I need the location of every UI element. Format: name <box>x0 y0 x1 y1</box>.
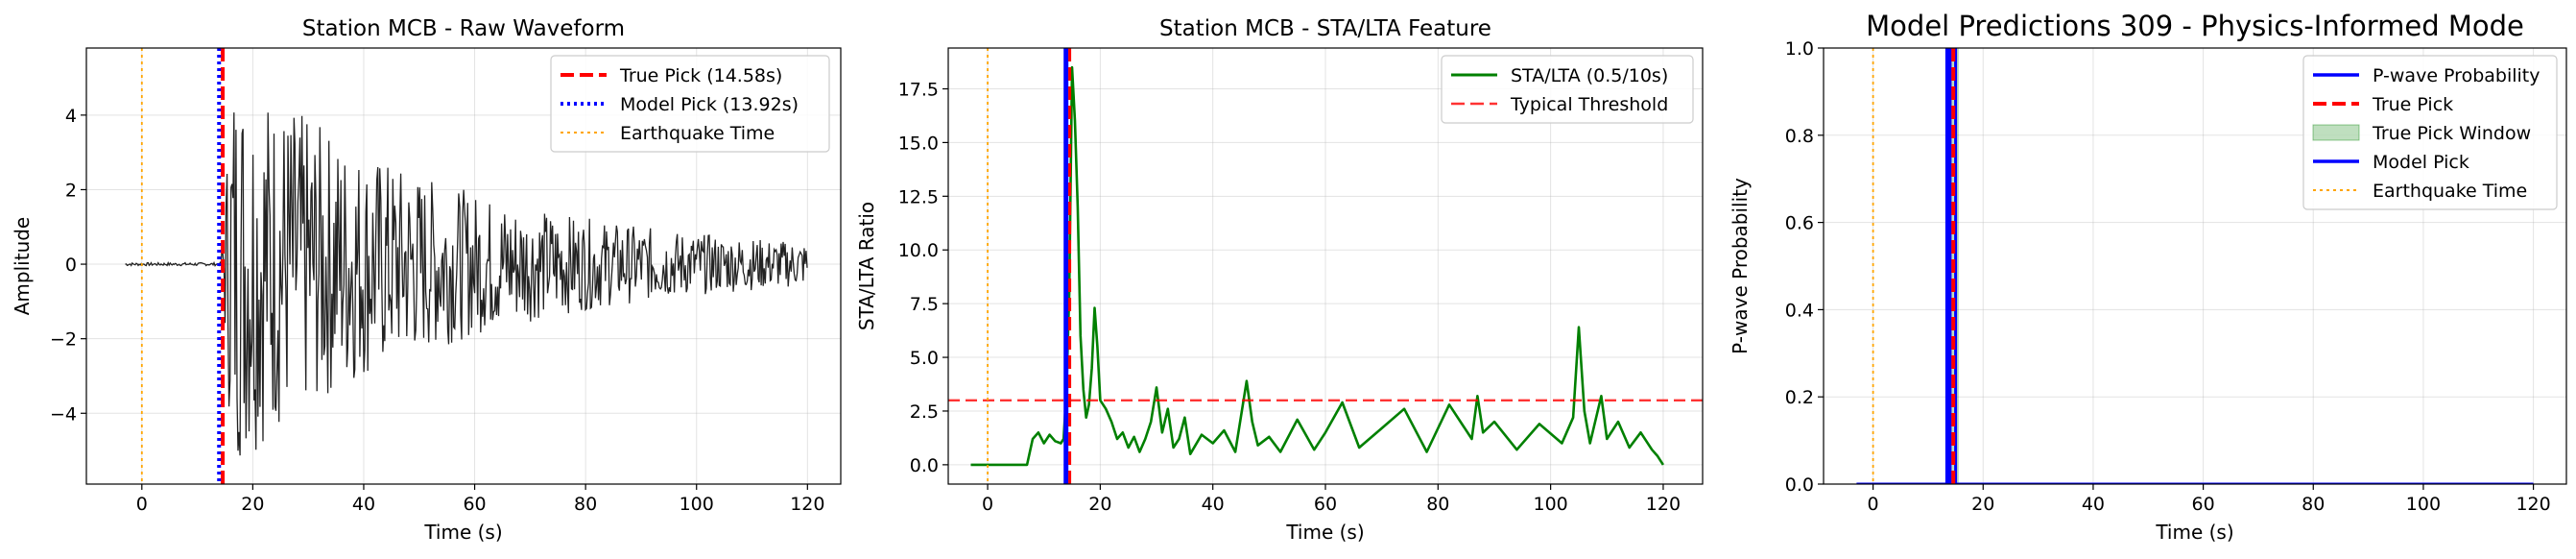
chart-title: Model Predictions 309 - Physics-Informed… <box>1866 10 2524 42</box>
x-axis-label: Time (s) <box>1285 521 1364 544</box>
legend-label: Typical Threshold <box>1510 94 1668 115</box>
x-tick-label: 40 <box>1202 494 1225 515</box>
x-tick-label: 80 <box>574 494 597 515</box>
x-tick-label: 20 <box>241 494 264 515</box>
legend-label: P-wave Probability <box>2373 65 2540 86</box>
x-tick-label: 20 <box>1088 494 1111 515</box>
y-tick-label: 0 <box>65 255 77 276</box>
y-tick-label: 2 <box>65 180 77 201</box>
plot-area <box>1856 48 2534 484</box>
sta-lta-line <box>970 65 1664 467</box>
chart-title: Station MCB - STA/LTA Feature <box>1159 16 1491 41</box>
y-axis-label: Amplitude <box>11 217 34 316</box>
y-tick-label: 0.6 <box>1785 213 1814 234</box>
legend: P-wave Probability True Pick True Pick Win… <box>2302 55 2558 210</box>
y-axis-label: STA/LTA Ratio <box>855 202 878 330</box>
legend: STA/LTA (0.5/10s) Typical Threshold <box>1441 55 1694 124</box>
y-tick-label: 15.0 <box>898 133 939 154</box>
y-tick-label: −2 <box>50 329 77 351</box>
x-tick-label: 100 <box>2406 494 2441 515</box>
legend-label: Earthquake Time <box>2373 181 2527 202</box>
y-tick-label: 0.2 <box>1785 387 1814 408</box>
plot-frame <box>1823 47 2567 485</box>
y-tick-label: 4 <box>65 106 77 127</box>
x-tick-label: 100 <box>680 494 714 515</box>
y-tick-label: 2.5 <box>910 401 939 423</box>
y-tick-label: 7.5 <box>910 294 939 315</box>
legend-box <box>550 55 830 153</box>
legend-label: Model Pick (13.92s) <box>620 94 799 115</box>
y-tick-label: 0.0 <box>910 455 939 476</box>
x-tick-label: 60 <box>463 494 486 515</box>
x-tick-label: 60 <box>1314 494 1337 515</box>
x-tick-label: 120 <box>790 494 824 515</box>
x-tick-label: 0 <box>136 494 148 515</box>
y-tick-label: 5.0 <box>910 348 939 369</box>
x-axis-label: Time (s) <box>423 521 502 544</box>
x-tick-label: 120 <box>1646 494 1681 515</box>
y-tick-label: 0.0 <box>1785 474 1814 496</box>
x-tick-label: 20 <box>1971 494 1994 515</box>
y-tick-label: 1.0 <box>1785 38 1814 60</box>
legend-box <box>2302 55 2558 210</box>
x-tick-label: 100 <box>1533 494 1567 515</box>
y-tick-label: 0.8 <box>1785 126 1814 147</box>
x-tick-label: 40 <box>352 494 375 515</box>
legend-swatch <box>2312 124 2360 141</box>
x-tick-label: 60 <box>2192 494 2215 515</box>
y-tick-label: 0.4 <box>1785 300 1814 321</box>
chart-panel-3: 0 20 40 60 80 100 120 0.0 0.2 0.4 0.6 0.8 1.0 Model P… <box>1729 10 2567 544</box>
legend-label: True Pick Window <box>2372 123 2531 144</box>
legend-label: True Pick <box>2372 94 2453 115</box>
legend-label: True Pick (14.58s) <box>619 65 782 86</box>
plot-area <box>125 48 808 484</box>
y-tick-label: 17.5 <box>898 79 939 100</box>
x-tick-label: 120 <box>2516 494 2550 515</box>
x-tick-label: 0 <box>1868 494 1879 515</box>
chart-panel-2: 0 20 40 60 80 100 120 0.0 2.5 5.0 7.5 10.0 12.5 15.0 1… <box>855 16 1704 544</box>
x-tick-label: 40 <box>2082 494 2105 515</box>
x-axis-label: Time (s) <box>2155 521 2233 544</box>
legend-label: Model Pick <box>2373 152 2469 173</box>
legend-label: STA/LTA (0.5/10s) <box>1511 65 1668 86</box>
y-axis-label: P-wave Probability <box>1729 178 1752 354</box>
chart-title: Station MCB - Raw Waveform <box>302 16 625 41</box>
y-tick-label: −4 <box>50 403 77 425</box>
plot-frame <box>85 47 842 485</box>
legend-label: Earthquake Time <box>620 123 775 144</box>
plot-area <box>948 48 1703 484</box>
x-tick-label: 0 <box>982 494 993 515</box>
x-tick-label: 80 <box>2302 494 2325 515</box>
chart-panel-1: 0 20 40 60 80 100 120 −4 −2 0 2 4 Station MCB - Raw … <box>11 16 842 544</box>
x-tick-label: 80 <box>1426 494 1449 515</box>
legend-box <box>1441 55 1694 124</box>
waveform-line <box>125 112 808 456</box>
legend: True Pick (14.58s) Model Pick (13.92s) Ear… <box>550 55 830 153</box>
y-tick-label: 10.0 <box>898 240 939 261</box>
y-tick-label: 12.5 <box>898 186 939 207</box>
